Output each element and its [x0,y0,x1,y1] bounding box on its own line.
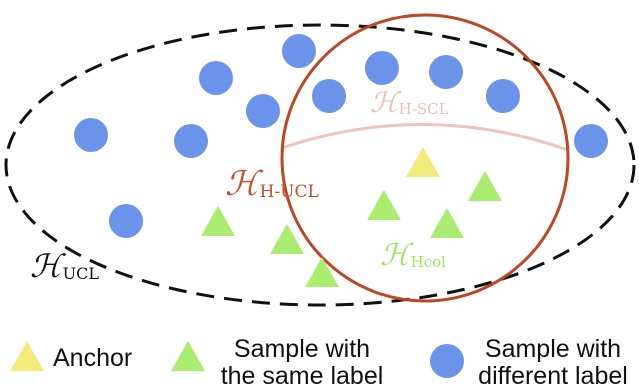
legend-same-label-line1: Sample with [234,335,370,363]
same-label-sample [367,190,401,220]
different-label-sample [365,51,399,85]
different-label-sample [199,61,233,95]
legend-different-label-line2: different label [478,362,628,389]
ucl-space-boundary [4,23,636,307]
different-label-sample [574,124,608,158]
different-label-sample [74,118,108,152]
different-label-sample [109,204,143,238]
legend-anchor-label: Anchor [53,344,132,372]
scl-divider-arc [281,123,569,152]
hscl-label: ℋH-SCL [370,86,449,119]
legend-different-label-icon [430,344,464,378]
same-label-sample [430,208,464,238]
different-label-sample [282,34,316,68]
same-label-sample [270,224,304,254]
different-label-sample [429,55,463,89]
different-label-sample [486,79,520,113]
anchor-sample [406,147,440,177]
legend-same-label-line2: the same label [221,362,384,389]
legend: Anchor Sample with the same label Sample… [10,335,628,389]
hcol-label: ℋHcol [380,238,446,273]
different-label-sample [246,94,280,128]
same-label-sample [468,171,502,201]
same-label-samples [201,171,502,287]
hucl-space-boundary [280,13,570,303]
different-label-sample [312,79,346,113]
legend-anchor-icon [10,341,44,371]
legend-different-label-line1: Sample with [485,335,621,363]
hucl-label: ℋH-UCL [225,164,319,204]
legend-same-label-icon [171,341,205,371]
different-label-samples [74,34,608,238]
ucl-label: ℋUCL [30,247,99,285]
different-label-sample [174,124,208,158]
same-label-sample [201,206,235,236]
same-label-sample [305,257,339,287]
